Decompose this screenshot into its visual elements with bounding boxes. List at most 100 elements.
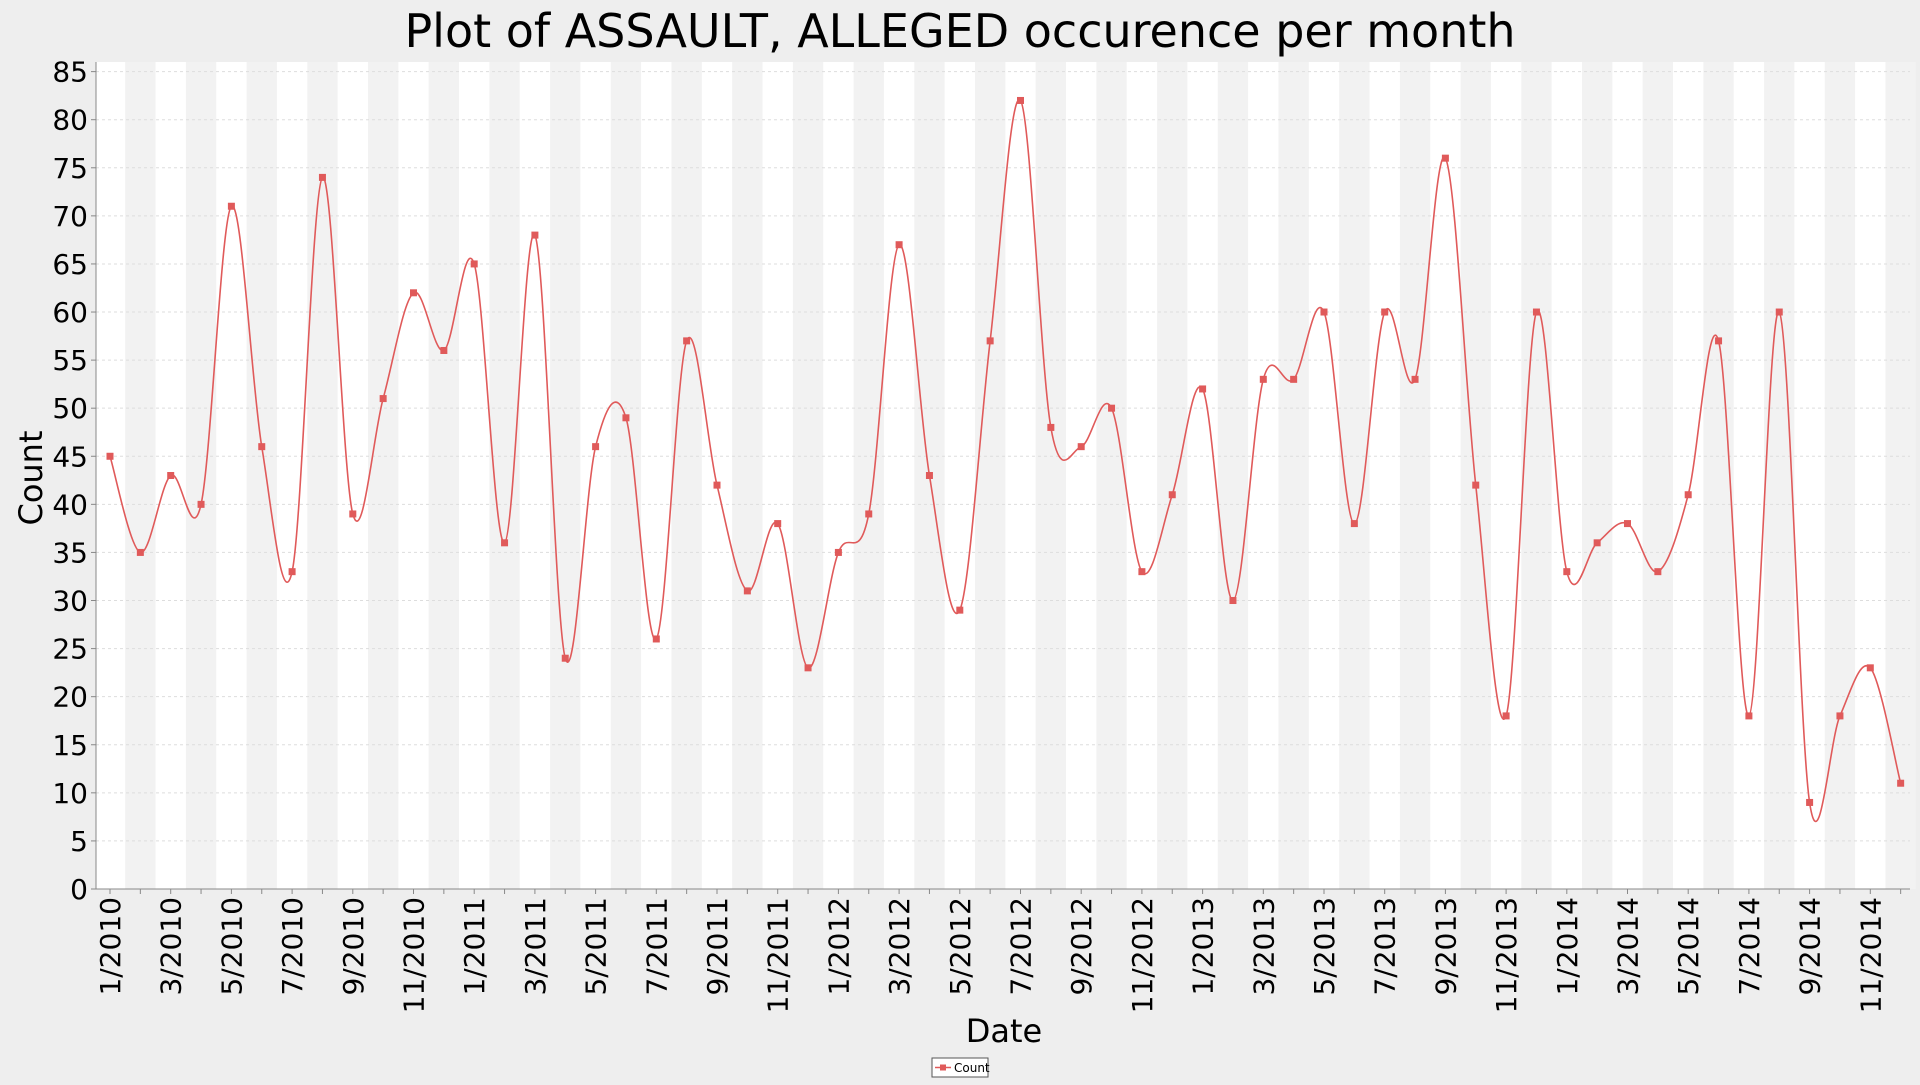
- data-point: [683, 337, 691, 345]
- data-point: [1290, 375, 1298, 383]
- data-point: [1411, 375, 1419, 383]
- month-band: [1521, 62, 1552, 889]
- y-tick-label: 35: [52, 536, 88, 569]
- month-band: [367, 62, 399, 889]
- month-band: [185, 62, 217, 889]
- y-tick-label: 65: [52, 248, 88, 281]
- month-band: [246, 62, 277, 889]
- x-tick-label: 3/2014: [1612, 897, 1645, 996]
- month-band: [1824, 62, 1856, 889]
- x-tick-label: 11/2010: [398, 897, 431, 1013]
- data-point: [470, 260, 478, 268]
- y-tick-label: 70: [52, 200, 88, 233]
- data-point: [1866, 664, 1874, 672]
- data-points: [106, 96, 1905, 806]
- data-point: [349, 510, 357, 518]
- data-point: [1077, 443, 1085, 451]
- x-tick-label: 1/2010: [94, 897, 127, 996]
- y-tick-label: 45: [52, 440, 88, 473]
- data-point: [1199, 385, 1207, 393]
- data-point: [501, 539, 509, 547]
- y-tick-label: 50: [52, 392, 88, 425]
- data-point: [1350, 520, 1358, 528]
- legend-swatch-marker: [940, 1064, 946, 1071]
- data-point: [440, 346, 448, 354]
- x-tick-label: 7/2012: [1005, 897, 1038, 996]
- x-tick-label: 3/2013: [1247, 897, 1280, 996]
- month-band: [307, 62, 338, 889]
- data-point: [318, 173, 326, 181]
- data-point: [1259, 375, 1267, 383]
- month-band: [1096, 62, 1127, 889]
- y-tick-label: 75: [52, 152, 88, 185]
- data-point: [986, 337, 994, 345]
- y-tick-label: 15: [52, 729, 88, 762]
- y-tick-label: 55: [52, 344, 88, 377]
- x-tick-label: 9/2010: [337, 897, 370, 996]
- month-band: [1581, 62, 1613, 889]
- data-point: [713, 481, 721, 489]
- month-band: [974, 62, 1006, 889]
- data-point: [379, 395, 387, 403]
- legend: Count: [931, 1057, 990, 1078]
- data-point: [1229, 597, 1237, 605]
- y-tick-label: 30: [52, 585, 88, 618]
- data-point: [895, 241, 903, 249]
- x-tick-label: 9/2014: [1794, 897, 1827, 996]
- x-tick-label: 11/2013: [1490, 897, 1523, 1013]
- y-tick-label: 5: [70, 825, 88, 858]
- month-band: [732, 62, 763, 889]
- data-point: [1593, 539, 1601, 547]
- y-ticks: 0 5 10 15 20 25 30 35 40 45 50 55 60 65 70 75 80 85: [52, 56, 96, 906]
- data-point: [1017, 96, 1024, 104]
- data-point: [106, 452, 114, 460]
- data-point: [167, 472, 175, 479]
- month-band: [1642, 62, 1674, 889]
- x-tick-label: 7/2013: [1369, 897, 1402, 996]
- data-point: [956, 606, 964, 614]
- y-tick-label: 60: [52, 296, 88, 329]
- x-axis-label: Date: [966, 1012, 1042, 1050]
- legend-box: [931, 1057, 989, 1078]
- x-tick-label: 7/2011: [640, 897, 673, 996]
- data-point: [622, 414, 630, 422]
- month-band: [1157, 62, 1188, 889]
- data-point: [531, 231, 539, 239]
- x-tick-label: 11/2011: [762, 897, 795, 1013]
- month-band: [550, 62, 581, 889]
- x-tick-label: 9/2011: [701, 897, 734, 996]
- data-point: [1441, 154, 1449, 162]
- data-point: [1745, 712, 1753, 720]
- data-point: [1775, 308, 1783, 316]
- data-point: [1806, 798, 1814, 806]
- x-tick-label: 1/2011: [458, 897, 491, 996]
- month-band: [1764, 62, 1795, 889]
- x-tick-label: 11/2012: [1126, 897, 1159, 1013]
- data-point: [1654, 568, 1662, 576]
- x-tick-label: 7/2014: [1733, 897, 1766, 996]
- x-tick-label: 7/2010: [276, 897, 309, 996]
- data-point: [1381, 308, 1389, 316]
- month-band: [428, 62, 460, 889]
- y-tick-label: 10: [52, 777, 88, 810]
- x-tick-label: 1/2014: [1551, 897, 1584, 996]
- x-ticks: 1/2010 3/2010 5/2010 7/2010 9/2010 11/2010 1/2…: [94, 889, 1902, 1013]
- month-band: [1035, 62, 1067, 889]
- month-band: [1278, 62, 1309, 889]
- y-tick-label: 20: [52, 681, 88, 714]
- data-point: [258, 443, 266, 451]
- data-point: [410, 289, 417, 297]
- month-bands: [125, 62, 1916, 889]
- y-tick-label: 25: [52, 633, 88, 666]
- data-point: [743, 587, 751, 595]
- data-point: [1836, 712, 1844, 720]
- month-band: [610, 62, 642, 889]
- month-band: [1399, 62, 1431, 889]
- x-tick-label: 9/2013: [1429, 897, 1462, 996]
- x-tick-label: 1/2013: [1187, 897, 1220, 996]
- data-point: [1320, 308, 1328, 316]
- data-point: [865, 510, 873, 518]
- month-band: [792, 62, 824, 889]
- x-tick-label: 5/2012: [944, 897, 977, 996]
- month-band: [671, 62, 702, 889]
